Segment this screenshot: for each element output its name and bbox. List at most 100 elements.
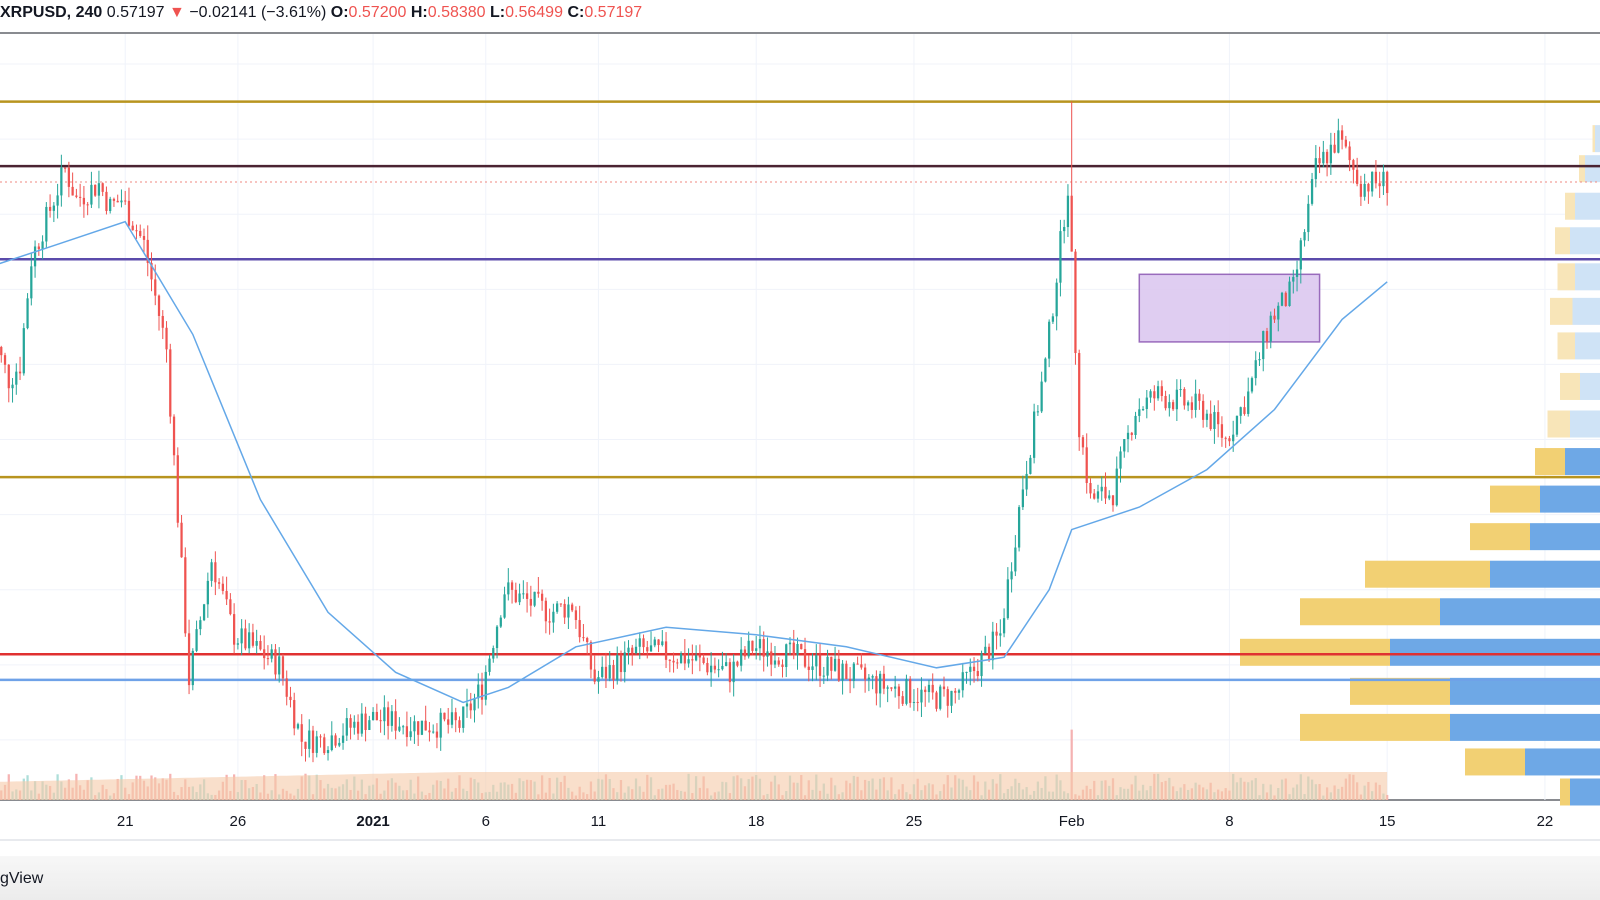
candle-body xyxy=(1183,389,1186,406)
candle-body xyxy=(1262,331,1265,360)
candle-body xyxy=(199,620,202,630)
volume-profile-bar-gold xyxy=(1560,778,1570,806)
volume-profile-bar-gold xyxy=(1592,125,1595,153)
candle-body xyxy=(792,642,795,656)
candle-body xyxy=(172,416,176,456)
candle-body xyxy=(706,662,709,673)
candle-body xyxy=(582,637,585,639)
x-tick-label: 6 xyxy=(482,813,490,830)
x-tick-label: 15 xyxy=(1379,813,1396,830)
last-price: 0.57197 xyxy=(106,4,165,21)
candle-body xyxy=(788,642,792,645)
candle-body xyxy=(304,741,307,749)
candle-body xyxy=(1243,407,1246,414)
candle-body xyxy=(1096,491,1100,499)
price-chart[interactable]: 21 26 2021 6 11 18 25 Feb 8 15 22 xyxy=(0,0,1600,856)
candle-body xyxy=(86,204,89,206)
candle-body xyxy=(360,713,363,734)
candle-body xyxy=(439,712,442,738)
candle-body xyxy=(525,593,529,599)
candle-body xyxy=(184,557,187,634)
candle-body xyxy=(146,239,149,263)
candle-body xyxy=(1029,457,1032,474)
candle-body xyxy=(1333,144,1336,153)
candle-body xyxy=(150,262,153,280)
x-tick-label: 11 xyxy=(591,813,607,830)
symbol-label[interactable]: XRPUSD, 240 xyxy=(0,4,103,21)
candle-body xyxy=(1329,144,1332,164)
volume-profile-bar-gold xyxy=(1365,560,1490,588)
candle-body xyxy=(488,658,491,672)
candle-body xyxy=(244,628,247,649)
candle-body xyxy=(721,665,724,670)
candle-body xyxy=(1089,483,1092,494)
candle-body xyxy=(240,628,243,644)
candle-body xyxy=(1017,507,1021,548)
candle-body xyxy=(770,651,773,665)
candle-body xyxy=(1025,473,1028,490)
candle-body xyxy=(661,641,664,646)
candle-body xyxy=(338,742,341,746)
candle-body xyxy=(0,346,3,356)
candle-body xyxy=(668,659,671,661)
candle-body xyxy=(450,712,454,725)
candle-body xyxy=(1179,389,1182,391)
candle-body xyxy=(890,687,893,689)
x-tick-label: 2021 xyxy=(356,813,389,830)
candle-body xyxy=(1048,321,1051,359)
candle-body xyxy=(1228,438,1231,442)
candle-body xyxy=(157,295,161,316)
candle-body xyxy=(747,640,750,657)
candle-body xyxy=(1356,169,1359,184)
candle-body xyxy=(766,651,769,657)
candle-body xyxy=(120,200,123,203)
candle-body xyxy=(15,371,18,385)
candle-body xyxy=(161,315,164,328)
candle-body xyxy=(1284,292,1287,306)
candle-body xyxy=(886,687,889,689)
candle-body xyxy=(409,731,412,738)
candle-body xyxy=(1318,158,1321,164)
candle-body xyxy=(214,562,217,583)
candle-body xyxy=(176,455,179,523)
candle-body xyxy=(822,675,825,677)
candle-body xyxy=(432,731,435,733)
candle-body xyxy=(777,660,780,665)
candle-body xyxy=(901,696,904,704)
candle-body xyxy=(638,638,641,647)
candle-body xyxy=(1247,391,1250,414)
candle-body xyxy=(1277,305,1280,320)
volume-profile-bar-gold xyxy=(1579,155,1585,183)
candle-body xyxy=(1002,618,1006,634)
candle-body xyxy=(631,647,634,654)
candle-body xyxy=(781,664,784,668)
candle-body xyxy=(683,653,686,664)
candle-body xyxy=(852,663,855,681)
candle-body xyxy=(1063,227,1066,232)
candle-body xyxy=(375,711,378,721)
candle-body xyxy=(1359,183,1363,197)
volume-profile-bar-blue xyxy=(1595,125,1600,153)
candle-body xyxy=(364,713,367,730)
candle-body xyxy=(920,689,923,703)
candle-body xyxy=(593,669,596,682)
volume-profile-bar-blue xyxy=(1570,778,1600,806)
candle-body xyxy=(954,690,957,693)
candle-body xyxy=(1340,130,1344,140)
candle-body xyxy=(935,692,938,709)
tradingview-brand[interactable]: gView xyxy=(0,870,44,887)
candle-body xyxy=(927,684,931,693)
candle-body xyxy=(116,200,119,203)
ohlc-legend: XRPUSD, 240 0.57197 ▼ −0.02141 (−3.61%) … xyxy=(0,4,642,22)
candle-body xyxy=(1310,179,1314,204)
candle-body xyxy=(1265,331,1269,342)
candle-body xyxy=(1198,393,1201,401)
candle-body xyxy=(548,621,551,623)
candle-body xyxy=(946,689,949,706)
candle-body xyxy=(394,711,397,731)
candle-body xyxy=(37,246,40,250)
candle-body xyxy=(105,191,108,212)
volume-profile-bar-blue xyxy=(1575,192,1600,220)
chart-header: XRPUSD, 240 0.57197 ▼ −0.02141 (−3.61%) … xyxy=(0,0,1600,30)
candle-body xyxy=(544,600,547,622)
